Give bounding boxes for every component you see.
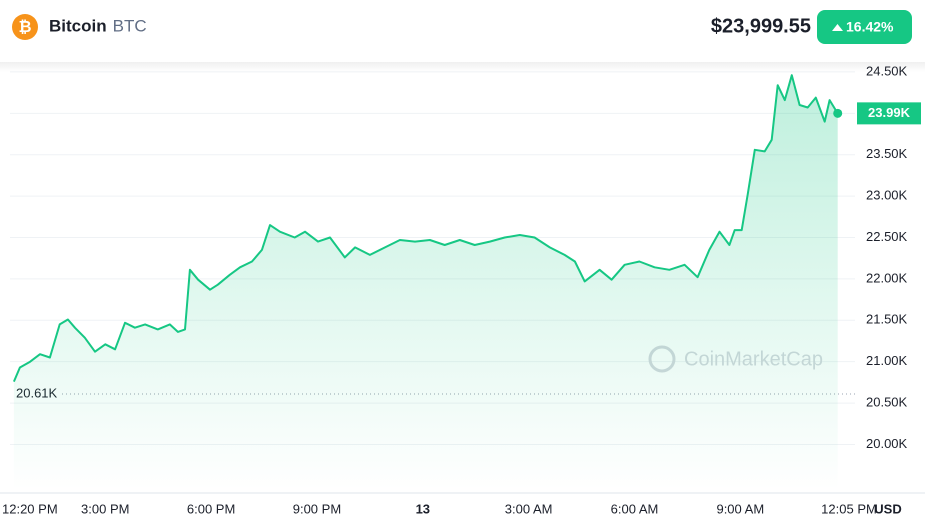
up-arrow bbox=[832, 24, 843, 31]
x-tick-label: 9:00 PM bbox=[293, 501, 341, 516]
current-dot bbox=[833, 108, 843, 118]
currency-label: USD bbox=[874, 501, 901, 516]
price-area bbox=[13, 75, 838, 490]
x-tick-label: 3:00 PM bbox=[81, 501, 129, 516]
header-shadow bbox=[0, 62, 925, 72]
price-line bbox=[12, 74, 839, 382]
y-tick-label: 22.00K bbox=[866, 270, 908, 285]
x-tick-label: 12:05 PM bbox=[821, 501, 877, 516]
coin-icon-glyph: ₿ bbox=[18, 18, 31, 36]
change-badge bbox=[817, 10, 912, 44]
price: $23,999.55 bbox=[711, 15, 811, 37]
header: ₿ Bitcoin BTC $23,999.55 16.42% bbox=[12, 10, 912, 44]
coin-name: Bitcoin bbox=[49, 16, 107, 35]
y-tick-label: 20.00K bbox=[866, 436, 908, 451]
y-tick-label: 20.50K bbox=[866, 395, 908, 410]
y-tick-label: 21.50K bbox=[866, 312, 908, 327]
x-tick-label: 13 bbox=[416, 501, 430, 516]
x-tick-label: 3:00 AM bbox=[505, 501, 553, 516]
current-label: 23.99K bbox=[868, 105, 911, 120]
y-tick-label: 22.50K bbox=[866, 229, 908, 244]
x-tick-label: 6:00 PM bbox=[187, 501, 235, 516]
current-badge bbox=[857, 102, 921, 125]
x-tick-label: 6:00 AM bbox=[611, 501, 659, 516]
coin-icon bbox=[12, 14, 38, 40]
x-tick-label: 9:00 AM bbox=[716, 501, 764, 516]
y-tick-label: 23.50K bbox=[866, 146, 908, 161]
change-percent: 16.42% bbox=[846, 19, 894, 35]
x-tick-label: 12:20 PM bbox=[2, 501, 58, 516]
y-tick-label: 21.00K bbox=[866, 353, 908, 368]
plot: 20.00K 20.50K 21.00K 21.50K 22.00K 22.50K 23.0… bbox=[0, 63, 925, 516]
coin-symbol: BTC bbox=[113, 16, 147, 35]
y-tick-label: 23.00K bbox=[866, 188, 908, 203]
